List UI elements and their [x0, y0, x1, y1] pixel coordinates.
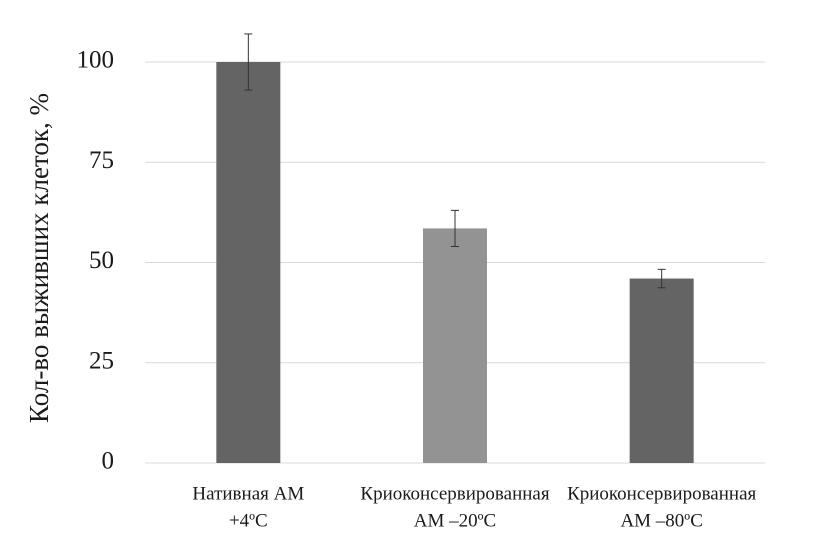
- x-tick-label: Криоконсервированная: [360, 483, 549, 504]
- y-tick-label: 0: [102, 448, 115, 475]
- bar: [423, 228, 487, 463]
- y-tick-label: 50: [89, 247, 114, 274]
- y-tick-label: 75: [89, 147, 114, 174]
- bar: [216, 62, 281, 463]
- x-tick-label: АМ –20ºС: [414, 510, 496, 531]
- x-tick-label: АМ –80ºС: [620, 510, 702, 531]
- error-bar: [451, 209, 459, 247]
- y-tick-label: 100: [77, 47, 115, 74]
- bar: [629, 278, 694, 463]
- x-tick-label: +4ºС: [229, 510, 268, 531]
- error-bar: [244, 33, 253, 91]
- x-tick-label: Криоконсервированная: [567, 483, 756, 504]
- y-tick-label: 25: [89, 347, 114, 374]
- x-tick-label: Нативная АМ: [192, 483, 304, 504]
- y-axis-label: Кол-во выживших клеток, %: [24, 93, 54, 423]
- error-bar: [657, 268, 666, 289]
